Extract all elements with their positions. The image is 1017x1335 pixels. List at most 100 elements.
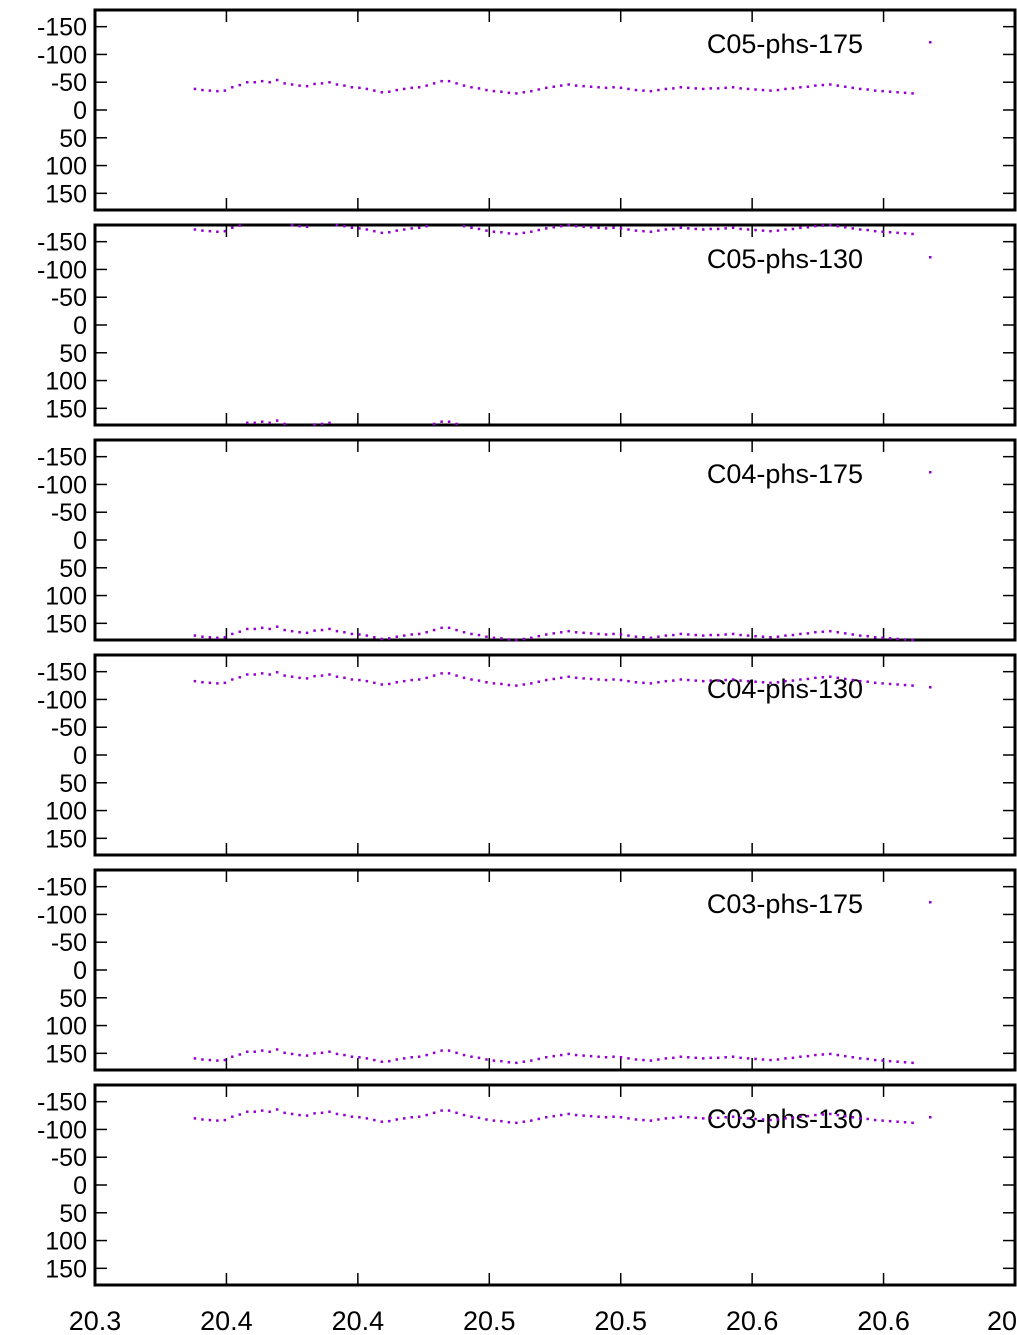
data-point bbox=[305, 1114, 309, 1117]
data-point bbox=[634, 88, 638, 92]
data-point bbox=[582, 84, 585, 88]
data-point bbox=[530, 89, 533, 93]
data-point bbox=[231, 1055, 234, 1058]
data-point bbox=[313, 423, 316, 426]
data-point bbox=[829, 675, 832, 678]
data-point bbox=[724, 1116, 727, 1119]
data-point bbox=[627, 1057, 630, 1060]
data-point bbox=[642, 1118, 645, 1122]
y-tick-label: -100 bbox=[37, 471, 87, 499]
data-point bbox=[672, 1056, 675, 1060]
data-point bbox=[746, 1117, 750, 1120]
data-point bbox=[216, 89, 219, 93]
data-point bbox=[358, 633, 361, 636]
data-point bbox=[597, 632, 600, 636]
data-point bbox=[619, 1056, 623, 1059]
data-point bbox=[776, 88, 780, 92]
data-point bbox=[634, 229, 638, 232]
data-point bbox=[432, 1051, 436, 1055]
data-point bbox=[425, 676, 428, 680]
data-point bbox=[328, 421, 331, 425]
data-point bbox=[619, 678, 623, 682]
data-point bbox=[649, 682, 653, 685]
data-point bbox=[455, 82, 458, 85]
data-point bbox=[492, 1059, 496, 1062]
data-point bbox=[395, 1118, 399, 1121]
data-point bbox=[201, 681, 204, 684]
data-point bbox=[305, 225, 309, 228]
y-tick-label: 50 bbox=[59, 1200, 87, 1228]
data-point bbox=[417, 632, 421, 636]
data-point bbox=[485, 1058, 488, 1061]
data-point bbox=[604, 633, 608, 636]
data-point bbox=[530, 1119, 533, 1122]
data-point bbox=[545, 86, 548, 90]
data-point bbox=[477, 633, 481, 637]
data-point bbox=[559, 224, 563, 228]
data-point bbox=[679, 678, 683, 681]
data-point bbox=[268, 1110, 271, 1113]
data-point bbox=[537, 88, 541, 91]
data-point bbox=[896, 1120, 899, 1123]
data-point bbox=[844, 677, 847, 681]
data-point bbox=[612, 1115, 615, 1118]
data-point bbox=[253, 673, 256, 676]
data-point bbox=[477, 1056, 481, 1060]
x-tick-label: 20 bbox=[987, 1306, 1017, 1335]
data-point bbox=[888, 90, 892, 93]
data-point bbox=[365, 1057, 369, 1060]
data-point bbox=[275, 1048, 279, 1051]
data-point bbox=[881, 1119, 884, 1122]
data-point bbox=[208, 681, 212, 685]
panel-frame bbox=[93, 223, 1017, 427]
data-point bbox=[746, 634, 750, 637]
data-point bbox=[298, 1053, 301, 1057]
data-point bbox=[784, 1117, 787, 1120]
data-point bbox=[328, 673, 331, 676]
data-point bbox=[485, 1118, 488, 1121]
data-point bbox=[350, 226, 354, 230]
data-point bbox=[388, 637, 391, 640]
data-point bbox=[851, 1116, 854, 1119]
data-point bbox=[388, 682, 391, 686]
data-point bbox=[201, 1058, 204, 1061]
data-point bbox=[858, 228, 862, 231]
data-point bbox=[664, 679, 668, 683]
data-point bbox=[485, 635, 488, 638]
data-point bbox=[582, 1114, 585, 1117]
data-point bbox=[268, 81, 271, 84]
data-point bbox=[283, 422, 286, 426]
data-point bbox=[814, 631, 817, 634]
data-point bbox=[582, 677, 585, 680]
data-point bbox=[216, 682, 219, 685]
data-point bbox=[687, 633, 690, 636]
data-point bbox=[799, 1055, 802, 1058]
data-point bbox=[836, 631, 840, 634]
data-point bbox=[589, 677, 593, 681]
data-point bbox=[821, 1053, 825, 1056]
data-point bbox=[462, 224, 466, 228]
data-point bbox=[545, 633, 548, 636]
data-point bbox=[821, 224, 825, 227]
data-point bbox=[911, 638, 914, 642]
data-point bbox=[223, 1058, 227, 1062]
data-point bbox=[313, 1112, 316, 1115]
data-point bbox=[836, 224, 840, 228]
data-point bbox=[268, 673, 271, 676]
y-tick-label: -150 bbox=[37, 14, 87, 42]
data-point bbox=[335, 629, 339, 633]
data-point bbox=[858, 1057, 862, 1060]
data-point bbox=[410, 86, 413, 90]
data-point bbox=[806, 85, 810, 88]
legend-label: C03-phs-175 bbox=[707, 889, 863, 919]
data-point bbox=[417, 226, 421, 230]
data-point bbox=[709, 227, 712, 231]
data-point bbox=[604, 227, 608, 230]
data-point bbox=[567, 675, 570, 678]
data-point bbox=[873, 1058, 877, 1062]
data-point bbox=[328, 81, 331, 84]
data-point bbox=[313, 629, 316, 632]
data-point bbox=[873, 681, 877, 685]
data-point bbox=[320, 422, 324, 426]
data-point bbox=[537, 228, 541, 232]
